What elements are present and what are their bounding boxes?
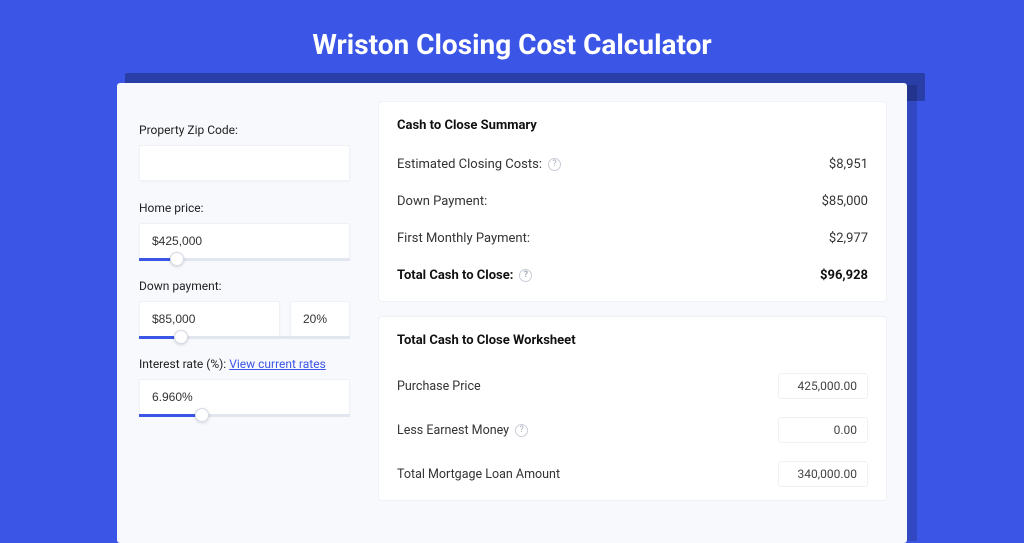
- interest-rate-label-text: Interest rate (%):: [139, 357, 229, 371]
- worksheet-row-value: 425,000.00: [778, 373, 868, 399]
- slider-thumb[interactable]: [170, 252, 184, 266]
- slider-fill: [139, 414, 202, 417]
- worksheet-row-label: Less Earnest Money: [397, 423, 509, 438]
- zip-group: Property Zip Code:: [139, 123, 350, 181]
- summary-row-value: $8,951: [829, 157, 868, 172]
- interest-rate-group: Interest rate (%): View current rates: [139, 357, 350, 415]
- summary-row-value: $2,977: [829, 231, 868, 246]
- summary-row-label: Estimated Closing Costs:: [397, 157, 542, 172]
- summary-row-label: First Monthly Payment:: [397, 231, 530, 246]
- home-price-group: Home price:: [139, 201, 350, 259]
- worksheet-heading: Total Cash to Close Worksheet: [397, 333, 868, 348]
- summary-row-label: Total Cash to Close:: [397, 268, 513, 283]
- worksheet-row-label: Total Mortgage Loan Amount: [397, 467, 560, 482]
- results-column: Cash to Close Summary Estimated Closing …: [372, 83, 907, 543]
- summary-heading: Cash to Close Summary: [397, 118, 868, 133]
- summary-row-value: $96,928: [820, 268, 868, 283]
- worksheet-row-label: Purchase Price: [397, 379, 481, 394]
- down-payment-pct-input[interactable]: [290, 301, 350, 337]
- summary-row-label: Down Payment:: [397, 194, 487, 209]
- calculator-card-wrap: Property Zip Code: Home price: Down paym…: [117, 83, 907, 543]
- home-price-label: Home price:: [139, 201, 350, 215]
- worksheet-row: Total Mortgage Loan Amount 340,000.00: [397, 452, 868, 496]
- down-payment-label: Down payment:: [139, 279, 350, 293]
- help-icon[interactable]: ?: [515, 424, 528, 437]
- calculator-card: Property Zip Code: Home price: Down paym…: [117, 83, 907, 543]
- interest-rate-input[interactable]: [139, 379, 350, 415]
- zip-input[interactable]: [139, 145, 350, 181]
- zip-label: Property Zip Code:: [139, 123, 350, 137]
- view-rates-link[interactable]: View current rates: [229, 357, 326, 371]
- down-payment-group: Down payment:: [139, 279, 350, 337]
- page-title: Wriston Closing Cost Calculator: [0, 0, 1024, 83]
- summary-row: Down Payment: $85,000: [397, 186, 868, 223]
- slider-thumb[interactable]: [195, 408, 209, 422]
- worksheet-panel: Total Cash to Close Worksheet Purchase P…: [378, 316, 887, 501]
- worksheet-row-value: 0.00: [778, 417, 868, 443]
- inputs-column: Property Zip Code: Home price: Down paym…: [117, 83, 372, 543]
- interest-rate-label: Interest rate (%): View current rates: [139, 357, 350, 371]
- summary-panel: Cash to Close Summary Estimated Closing …: [378, 101, 887, 302]
- worksheet-row-value: 340,000.00: [778, 461, 868, 487]
- summary-row: Estimated Closing Costs: ? $8,951: [397, 149, 868, 186]
- help-icon[interactable]: ?: [519, 269, 532, 282]
- worksheet-row: Purchase Price 425,000.00: [397, 364, 868, 408]
- down-payment-input[interactable]: [139, 301, 280, 337]
- help-icon[interactable]: ?: [548, 158, 561, 171]
- worksheet-row: Less Earnest Money ? 0.00: [397, 408, 868, 452]
- slider-thumb[interactable]: [174, 330, 188, 344]
- summary-row: First Monthly Payment: $2,977: [397, 223, 868, 260]
- summary-row-total: Total Cash to Close: ? $96,928: [397, 260, 868, 297]
- summary-row-value: $85,000: [822, 194, 868, 209]
